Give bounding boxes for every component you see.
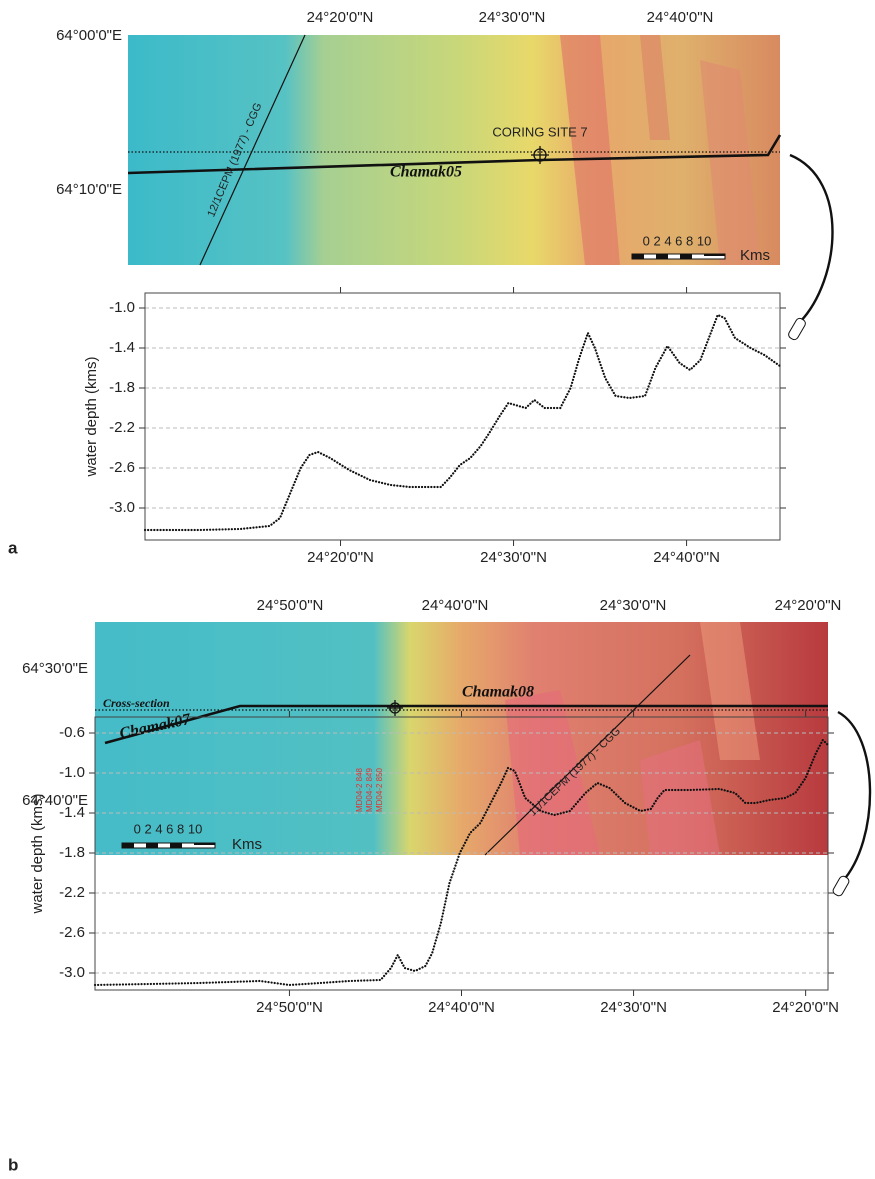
profile-line (145, 315, 780, 530)
x-tick-label: 24°40'0"N (653, 549, 720, 566)
scale-unit: Kms (740, 247, 770, 264)
y-tick-label: -1.4 (59, 804, 85, 821)
map-tick-label: 24°40'0"N (422, 597, 489, 614)
line-label: Chamak08 (462, 684, 534, 701)
ship-icon (832, 875, 851, 897)
line-label: Chamak05 (390, 164, 462, 181)
y-tick-label: -2.6 (59, 924, 85, 941)
panel-label: a (8, 538, 18, 557)
x-tick-label: 24°30'0"N (600, 999, 667, 1016)
core-label: MD04-2 850 (375, 767, 384, 812)
figure: CORING SITE 7 Chamak05 12/1CEPM (1977) -… (0, 0, 875, 1179)
map-tick-label: 24°20'0"N (775, 597, 842, 614)
map-tick-label: 24°40'0"N (647, 9, 714, 26)
y-tick-label: -1.0 (109, 299, 135, 316)
x-tick-label: 24°40'0"N (428, 999, 495, 1016)
map-tick-label: 64°10'0"E (56, 181, 122, 198)
y-tick-label: -2.6 (109, 459, 135, 476)
scale-unit: Kms (232, 836, 262, 853)
site-label: CORING SITE 7 (492, 124, 587, 139)
plot-frame (145, 293, 780, 540)
map-tick-label: 24°50'0"N (257, 597, 324, 614)
y-tick-label: -1.0 (59, 764, 85, 781)
section-label: Cross-section (103, 696, 170, 710)
map-tick-label: 24°30'0"N (600, 597, 667, 614)
panel-label: b (8, 1155, 18, 1174)
y-axis-label: water depth (kms) (83, 356, 100, 477)
map-b: Cross-section Chamak08 Chamak07 11/1CEPM… (22, 597, 870, 897)
connector (790, 155, 833, 322)
y-tick-label: -1.4 (109, 339, 135, 356)
map-background (128, 35, 780, 265)
x-tick-label: 24°50'0"N (256, 999, 323, 1016)
map-tick-label: 24°20'0"N (307, 9, 374, 26)
core-label: MD04-2 849 (365, 767, 374, 812)
y-axis-label: water depth (kms) (29, 793, 46, 914)
map-tick-label: 24°30'0"N (479, 9, 546, 26)
y-tick-label: -3.0 (59, 964, 85, 981)
y-tick-label: -1.8 (109, 379, 135, 396)
connector (838, 712, 870, 882)
map-a: CORING SITE 7 Chamak05 12/1CEPM (1977) -… (56, 9, 832, 341)
ship-icon (787, 317, 807, 341)
map-tick-label: 64°00'0"E (56, 27, 122, 44)
y-tick-label: -2.2 (59, 884, 85, 901)
y-tick-label: -2.2 (109, 419, 135, 436)
scale-numbers: 0 2 4 6 8 10 (643, 233, 712, 248)
scale-numbers: 0 2 4 6 8 10 (134, 821, 203, 836)
core-label: MD04-2 848 (355, 767, 364, 812)
y-tick-label: -1.8 (59, 844, 85, 861)
x-tick-label: 24°20'0"N (772, 999, 839, 1016)
map-tick-label: 64°30'0"E (22, 660, 88, 677)
y-tick-label: -0.6 (59, 724, 85, 741)
y-tick-label: -3.0 (109, 499, 135, 516)
x-tick-label: 24°30'0"N (480, 549, 547, 566)
x-tick-label: 24°20'0"N (307, 549, 374, 566)
